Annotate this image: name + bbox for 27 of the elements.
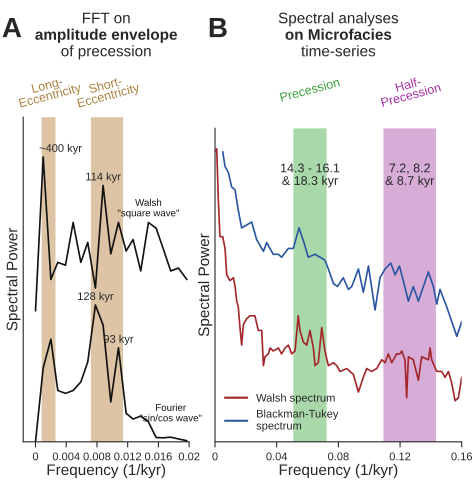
annotation: 14.3 - 16.1 & 18.3 kyr	[281, 164, 340, 188]
chart-title: Spectral analyses on Microfacies time-series	[278, 12, 398, 56]
x-tick-label: 0.12	[390, 452, 410, 460]
x-tick-label: 0.004	[52, 452, 80, 460]
legend-label: Walsh spectrum	[256, 394, 335, 404]
x-tick-label: 0	[32, 452, 38, 460]
text: A	[2, 18, 22, 38]
x-axis-title: Frequency (1/kyr)	[48, 464, 166, 478]
x-tick-label: 0.16	[451, 452, 472, 460]
x-tick-label: 0.012	[114, 452, 142, 460]
y-axis-title: Spectral Power	[6, 228, 20, 331]
x-tick-label: 0.04	[266, 452, 288, 460]
x-tick-label: 0.08	[328, 452, 349, 460]
x-tick-label: 0	[212, 452, 218, 460]
x-axis-title: Frequency (1/kyr)	[280, 464, 398, 478]
chart-title: FFT on amplitude envelope of precession	[35, 12, 177, 60]
x-tick-label: 0.008	[83, 452, 110, 460]
series-label: Walsh "square wave"	[118, 198, 180, 218]
annotation: 128 kyr	[78, 292, 114, 302]
annotation: 7.2, 8.2 & 8.7 kyr	[385, 164, 434, 188]
x-tick-label: 0.016	[144, 452, 172, 460]
y-axis-title: Spectral Power	[198, 233, 212, 336]
text: B	[210, 18, 227, 38]
annotation: ~400 kyr	[40, 144, 82, 154]
x-tick-label: 0.02	[178, 452, 200, 460]
legend-label: Blackman-Tukey spectrum	[256, 409, 338, 432]
annotation: 114 kyr	[86, 172, 121, 183]
